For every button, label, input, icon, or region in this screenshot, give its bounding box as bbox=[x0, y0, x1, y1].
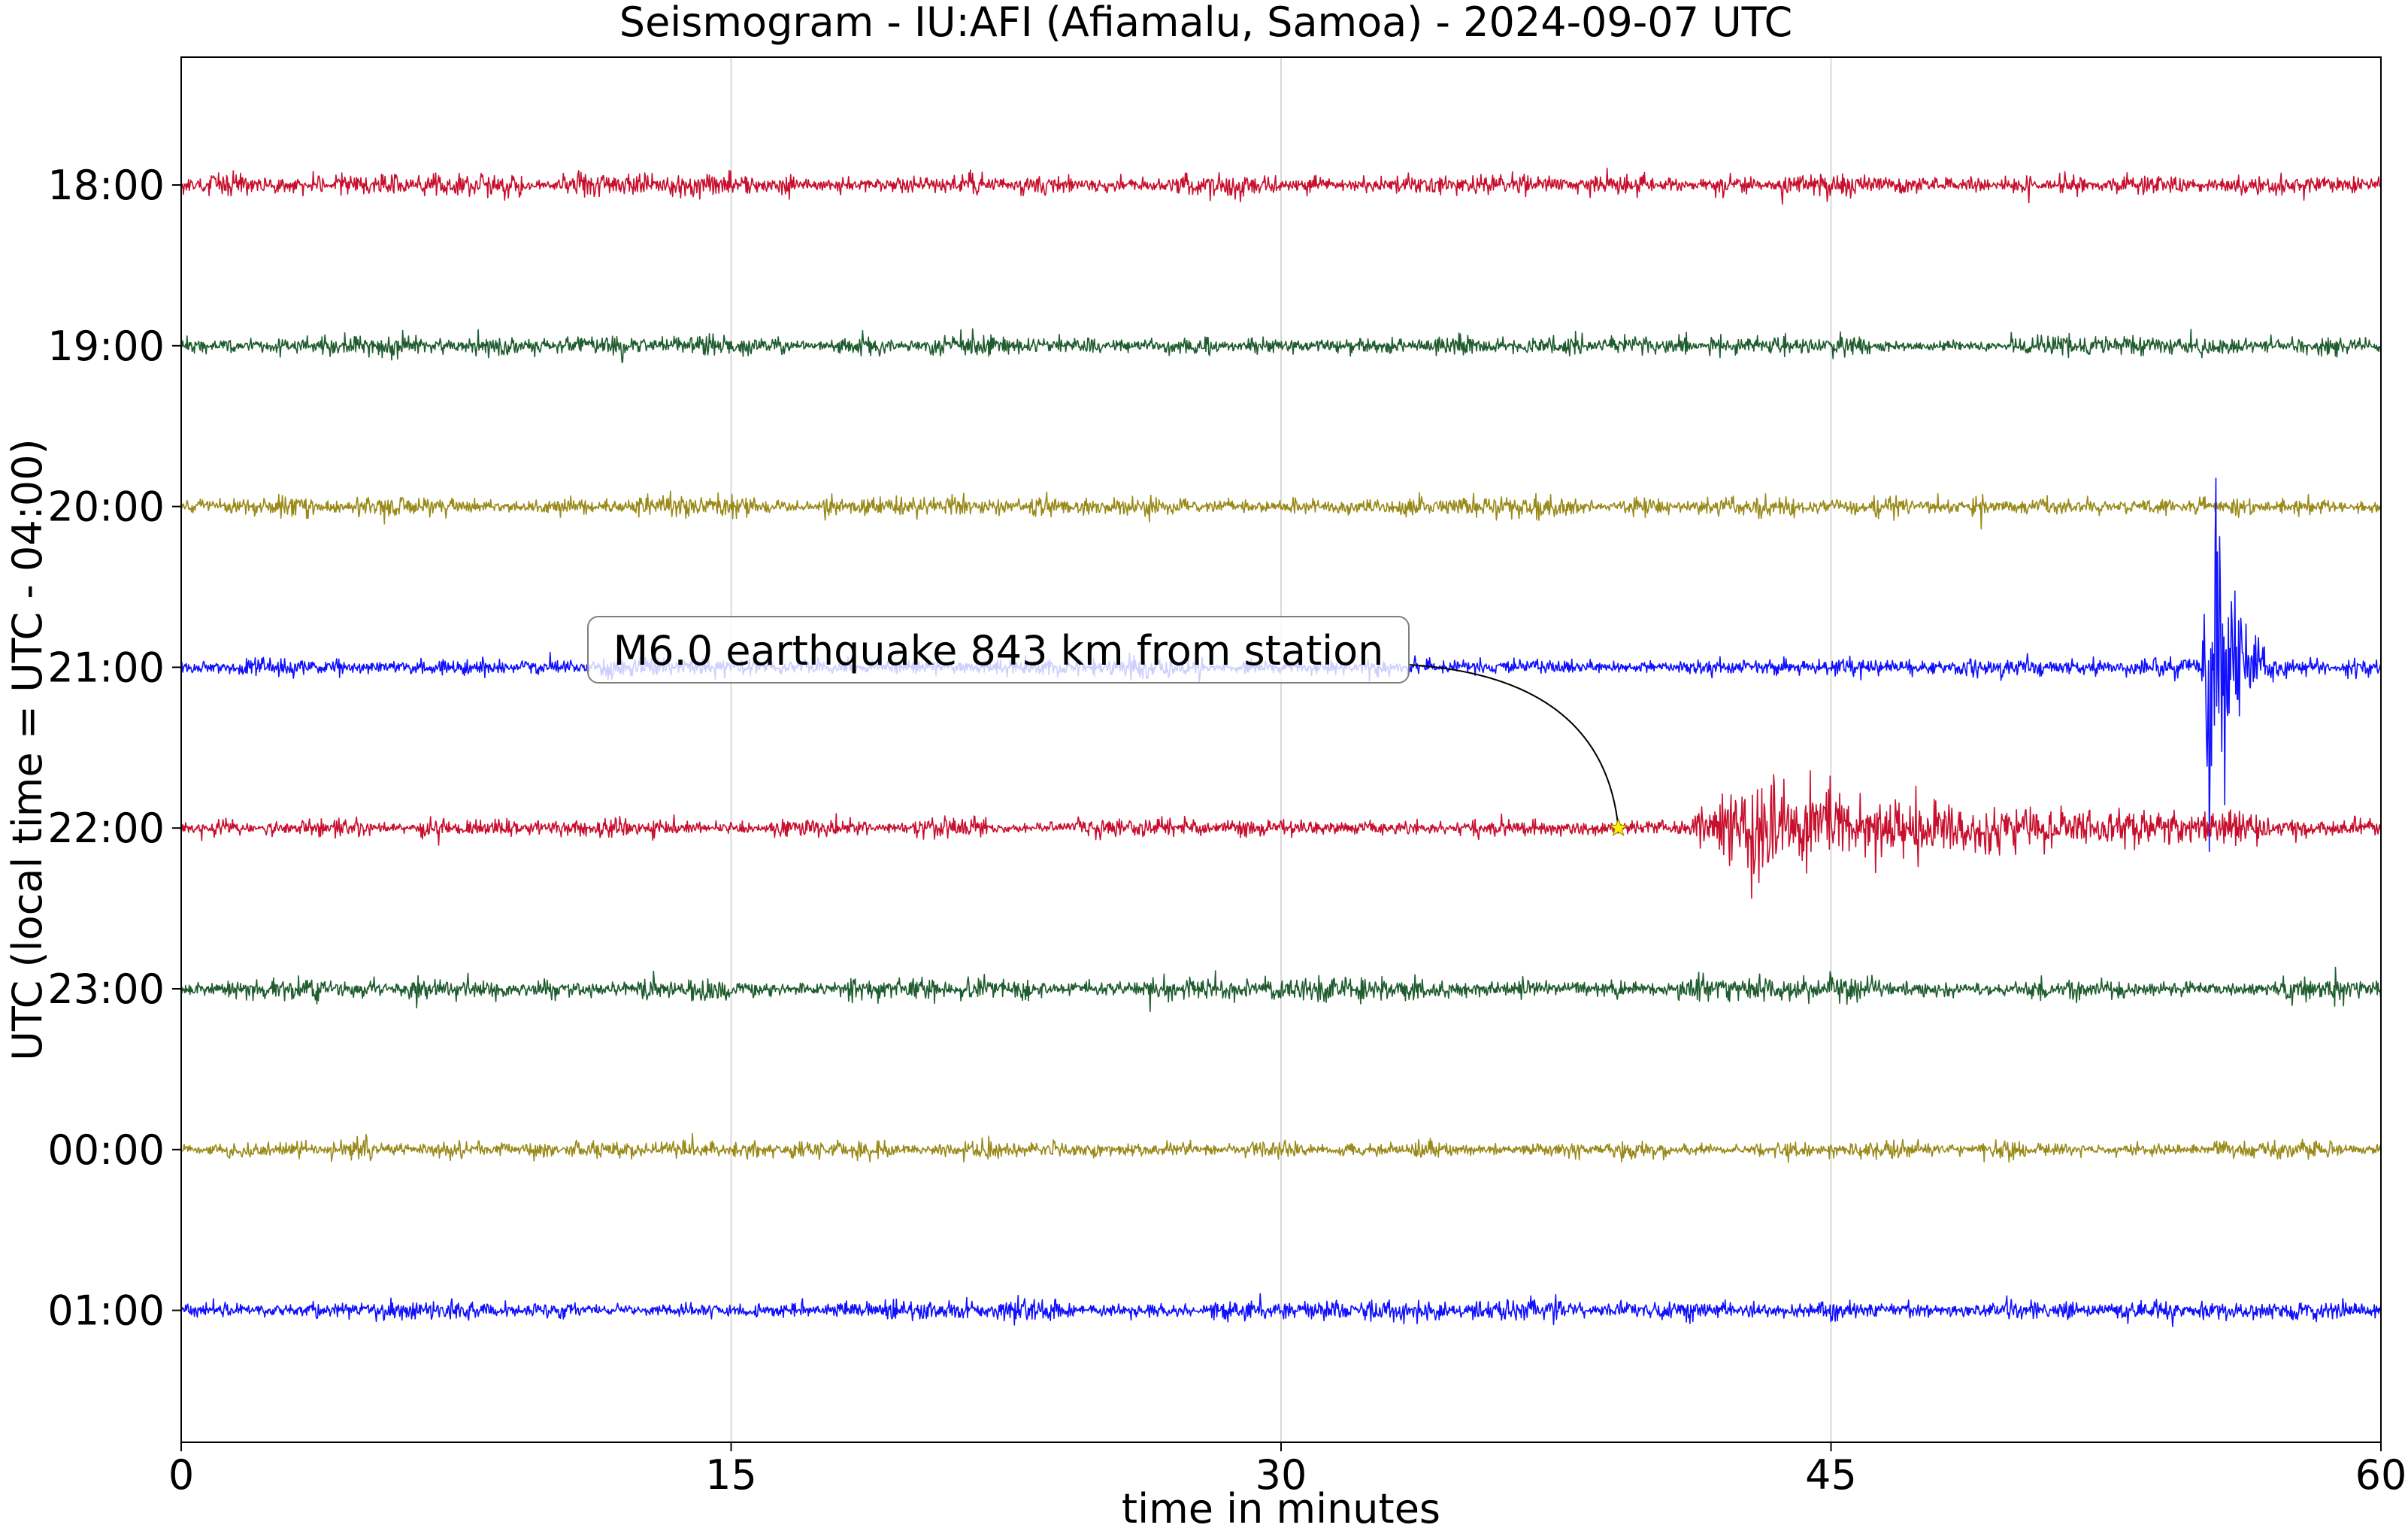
trace-1900 bbox=[181, 328, 2381, 364]
x-tick-label: 0 bbox=[168, 1451, 194, 1499]
annotation-arrow bbox=[1408, 664, 1619, 829]
y-tick-label: 21:00 bbox=[47, 644, 165, 691]
x-axis-label: time in minutes bbox=[1122, 1485, 1440, 1532]
trace-0000 bbox=[181, 1132, 2381, 1163]
vertical-gridlines bbox=[730, 57, 1832, 1442]
x-tick-label: 45 bbox=[1805, 1451, 1857, 1499]
y-tick-label: 19:00 bbox=[47, 323, 165, 370]
trace-0100 bbox=[181, 1293, 2381, 1327]
y-tick-label: 20:00 bbox=[47, 484, 165, 531]
trace-2000 bbox=[181, 490, 2381, 530]
x-axis-ticks: 0 15 30 45 60 bbox=[168, 1442, 2407, 1499]
annotation-text: M6.0 earthquake 843 km from station bbox=[613, 627, 1384, 675]
y-axis-ticks: 18:00 19:00 20:00 21:00 22:00 23:00 00:00 01:00 bbox=[47, 162, 181, 1335]
y-tick-label: 00:00 bbox=[47, 1126, 165, 1174]
y-tick-label: 18:00 bbox=[47, 162, 165, 209]
trace-2300 bbox=[181, 966, 2381, 1013]
annotation-box bbox=[587, 616, 1410, 684]
y-tick-label: 23:00 bbox=[47, 966, 165, 1013]
x-tick-label: 30 bbox=[1255, 1451, 1307, 1499]
x-tick-label: 60 bbox=[2355, 1451, 2407, 1499]
seismic-traces bbox=[181, 168, 2381, 1327]
y-tick-label: 01:00 bbox=[47, 1287, 165, 1335]
y-axis-label: UTC (local time = UTC - 04:00) bbox=[4, 438, 51, 1060]
trace-2200 bbox=[181, 770, 2381, 899]
x-tick-label: 15 bbox=[705, 1451, 757, 1499]
chart-title: Seismogram - IU:AFI (Afiamalu, Samoa) - … bbox=[619, 0, 1792, 46]
earthquake-annotation: M6.0 earthquake 843 km from station bbox=[587, 616, 1628, 837]
trace-1800 bbox=[181, 168, 2381, 205]
y-tick-label: 22:00 bbox=[47, 805, 165, 852]
event-star-marker bbox=[1608, 817, 1628, 837]
